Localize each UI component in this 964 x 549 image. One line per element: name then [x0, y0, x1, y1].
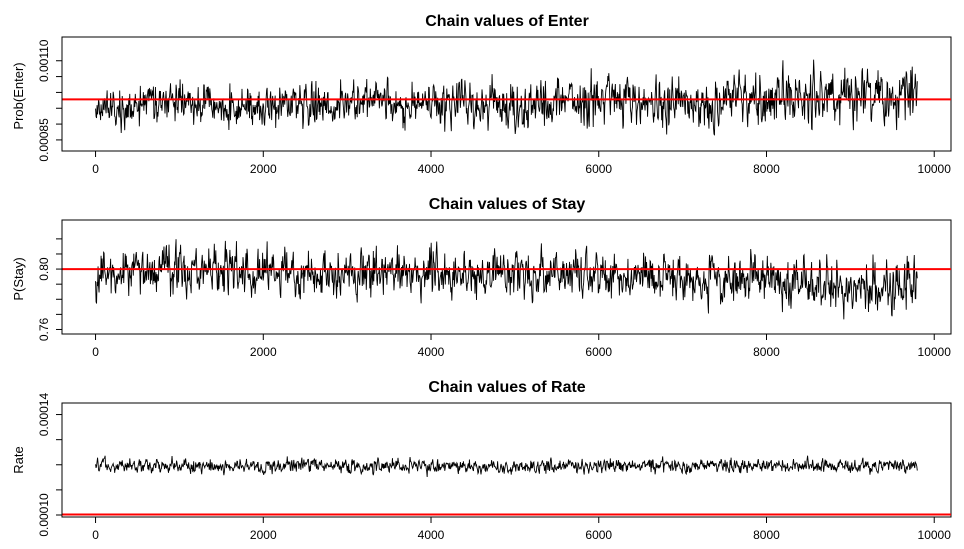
- panel-enter-y-tick-label: 0.00110: [37, 39, 51, 82]
- panel-stay-trace-line: [95, 239, 918, 320]
- panel-stay-x-tick-label: 4000: [418, 345, 445, 359]
- panel-stay-x-tick-label: 2000: [250, 345, 277, 359]
- panel-stay-y-tick-label: 0.76: [37, 317, 51, 341]
- panel-enter-plot-area: 0 2000 4000 6000 8000 10000 0.00085 0.00110: [37, 36, 952, 176]
- panel-rate: Chain values of Rate Rate 0 2000 4000 6000 8…: [11, 379, 952, 542]
- panel-enter: Chain values of Enter Prob(Enter) 0 2000 4…: [11, 13, 952, 176]
- panel-enter-x-tick-label: 0: [92, 162, 99, 176]
- panel-stay-x-tick-label: 0: [92, 345, 99, 359]
- panel-enter-x-tick-label: 6000: [585, 162, 612, 176]
- panel-enter-title: Chain values of Enter: [425, 13, 589, 30]
- panel-rate-frame: [61, 402, 952, 518]
- panel-rate-plot-area: 0 2000 4000 6000 8000 10000 0.00010 0.00014: [37, 393, 952, 542]
- panel-rate-x-tick-label: 6000: [585, 528, 612, 542]
- panel-rate-title: Chain values of Rate: [428, 379, 585, 396]
- panel-enter-x-tick-label: 2000: [250, 162, 277, 176]
- panel-stay-x-tick-label: 8000: [753, 345, 780, 359]
- panel-stay-title: Chain values of Stay: [429, 196, 586, 213]
- panel-enter-trace-line: [95, 59, 918, 136]
- panel-stay-plot-area: 0 2000 4000 6000 8000 10000 0.76 0.80: [37, 219, 952, 359]
- panel-enter-x-tick-label: 10000: [918, 162, 952, 176]
- panel-enter-ylabel: Prob(Enter): [11, 62, 26, 129]
- panel-rate-y-tick-label: 0.00010: [37, 493, 51, 537]
- panel-enter-x-tick-label: 8000: [753, 162, 780, 176]
- panel-stay-x-tick-label: 6000: [585, 345, 612, 359]
- panel-rate-y-tick-label: 0.00014: [37, 393, 51, 437]
- panel-rate-x-tick-label: 2000: [250, 528, 277, 542]
- panel-stay: Chain values of Stay P(Stay) 0 2000 4000 60…: [11, 196, 952, 359]
- panel-rate-x-tick-label: 8000: [753, 528, 780, 542]
- panel-enter-x-tick-label: 4000: [418, 162, 445, 176]
- panel-stay-x-tick-label: 10000: [918, 345, 952, 359]
- panel-stay-ylabel: P(Stay): [11, 257, 26, 300]
- panel-rate-trace-line: [95, 455, 918, 477]
- panel-rate-x-tick-label: 10000: [918, 528, 952, 542]
- panel-enter-y-tick-label: 0.00085: [37, 118, 51, 162]
- panel-rate-ylabel: Rate: [11, 446, 26, 473]
- panel-rate-x-tick-label: 0: [92, 528, 99, 542]
- panel-rate-x-tick-label: 4000: [418, 528, 445, 542]
- panel-stay-y-tick-label: 0.80: [37, 257, 51, 281]
